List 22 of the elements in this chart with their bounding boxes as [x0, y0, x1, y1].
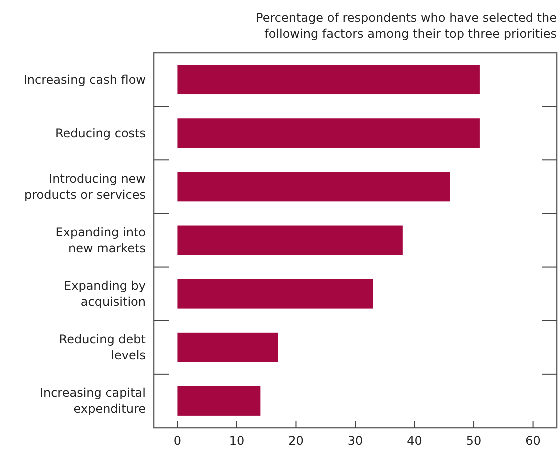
x-tick-label: 60	[526, 434, 541, 448]
x-tick-label: 0	[174, 434, 182, 448]
x-tick-label: 40	[407, 434, 422, 448]
bar	[178, 279, 374, 309]
bar	[178, 172, 450, 202]
bar	[178, 226, 403, 256]
y-tick-label: Increasing capital expenditure	[40, 386, 146, 416]
x-tick-label: 20	[288, 434, 304, 448]
bar	[178, 332, 278, 362]
y-tick-label: Expanding by acquisition	[64, 279, 146, 310]
y-tick-label: Expanding into new markets	[56, 226, 146, 256]
y-tick-label: Reducing debt levels	[59, 332, 146, 363]
y-tick-label: Reducing costs	[55, 126, 146, 140]
y-tick-label: Introducing new products or services	[24, 172, 146, 202]
x-tick-label: 30	[348, 434, 364, 448]
y-tick-label: Increasing cash flow	[24, 72, 146, 87]
x-tick-label: 10	[229, 434, 245, 448]
x-tick-label: 50	[466, 434, 482, 448]
bar	[178, 386, 261, 416]
chart-title: Percentage of respondents who have selected the following factors among their top three priorities	[256, 11, 557, 41]
bar	[178, 118, 480, 148]
bar	[178, 65, 480, 95]
